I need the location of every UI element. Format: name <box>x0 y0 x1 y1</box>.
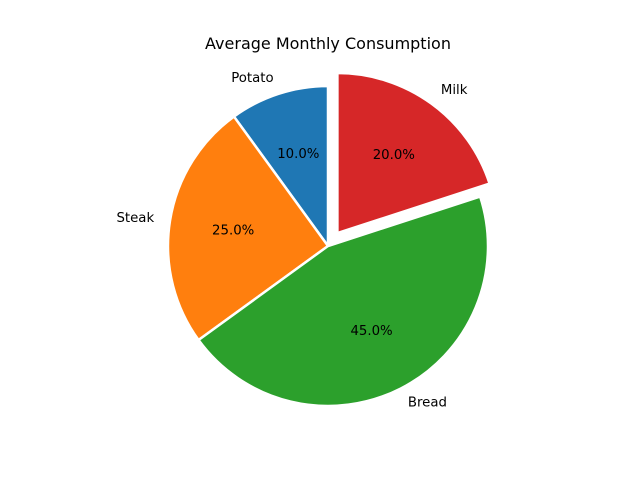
pct-label-milk: 20.0% <box>373 148 415 163</box>
slices-layer <box>166 71 491 408</box>
chart-title: Average Monthly Consumption <box>205 34 451 53</box>
pie-slice-bread <box>197 195 490 408</box>
slice-label-potato: Potato <box>231 71 273 86</box>
pct-label-steak: 25.0% <box>212 223 254 238</box>
pie-slice-milk <box>336 71 491 235</box>
pct-label-bread: 45.0% <box>350 324 392 339</box>
slice-label-steak: Steak <box>116 211 154 226</box>
labels-layer: Potato 10.0% Steak 25.0% Bread 45.0% Milk 20.0% <box>116 71 467 410</box>
pie-slice-potato <box>232 84 330 248</box>
pct-label-potato: 10.0% <box>277 147 319 162</box>
slice-label-milk: Milk <box>441 83 468 98</box>
pie-slice-steak <box>166 115 330 342</box>
slice-label-bread: Bread <box>408 395 447 410</box>
